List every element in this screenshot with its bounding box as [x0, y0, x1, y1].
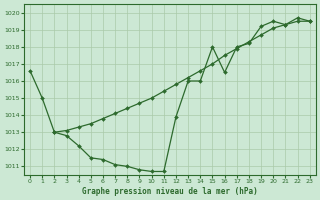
X-axis label: Graphe pression niveau de la mer (hPa): Graphe pression niveau de la mer (hPa)	[82, 187, 258, 196]
